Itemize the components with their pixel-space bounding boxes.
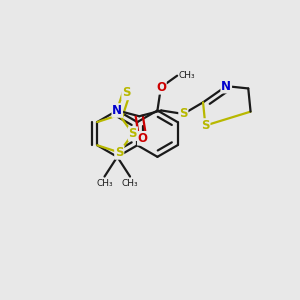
Text: O: O (138, 132, 148, 145)
Text: S: S (129, 127, 137, 140)
Text: N: N (221, 80, 231, 93)
Text: S: S (179, 107, 188, 120)
Text: CH₃: CH₃ (122, 179, 138, 188)
Text: O: O (156, 81, 166, 94)
Text: S: S (122, 86, 131, 99)
Text: CH₃: CH₃ (96, 179, 113, 188)
Text: CH₃: CH₃ (178, 71, 195, 80)
Text: S: S (115, 146, 124, 159)
Text: S: S (201, 119, 210, 132)
Text: N: N (112, 104, 122, 117)
